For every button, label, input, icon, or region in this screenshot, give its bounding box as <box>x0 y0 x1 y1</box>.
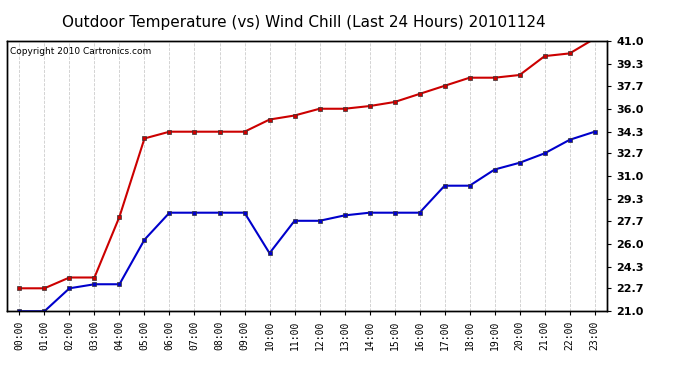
Text: Outdoor Temperature (vs) Wind Chill (Last 24 Hours) 20101124: Outdoor Temperature (vs) Wind Chill (Las… <box>62 15 545 30</box>
Text: Copyright 2010 Cartronics.com: Copyright 2010 Cartronics.com <box>10 46 151 56</box>
